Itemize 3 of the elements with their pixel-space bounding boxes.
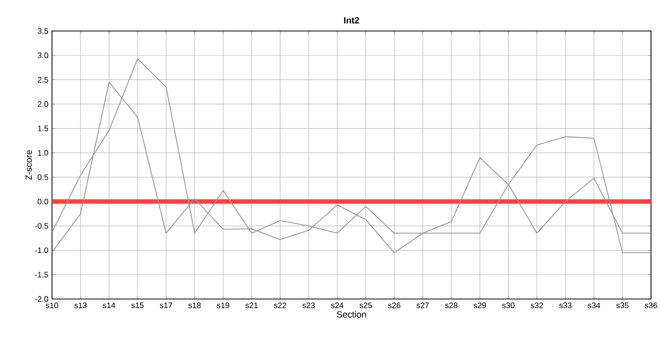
chart-title: Int2 xyxy=(344,17,360,24)
y-axis-title: Z-score xyxy=(26,150,32,180)
x-axis-title: Section xyxy=(336,311,366,318)
